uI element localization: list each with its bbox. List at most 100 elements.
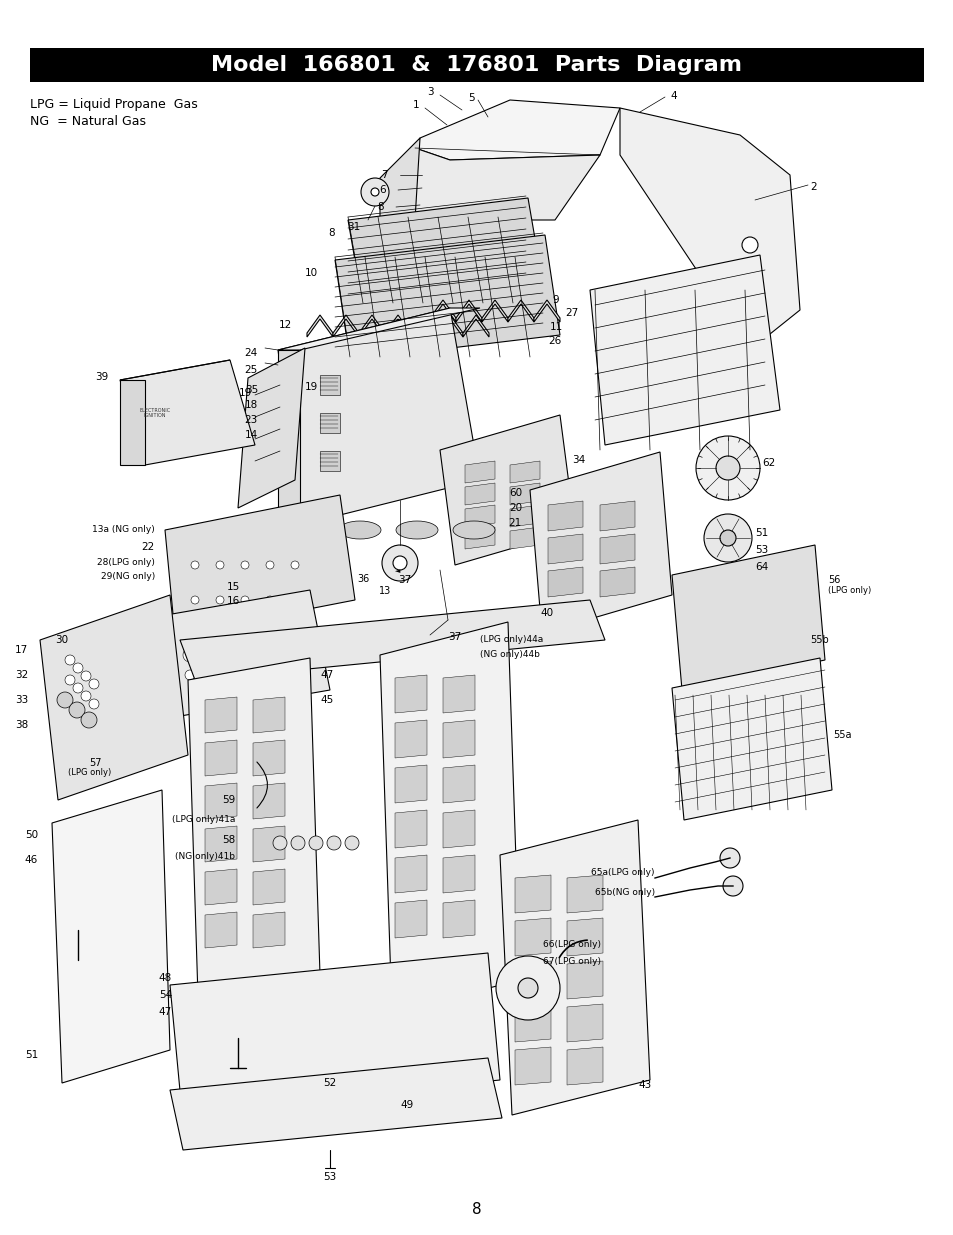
Polygon shape: [40, 595, 188, 800]
Polygon shape: [547, 567, 582, 597]
Circle shape: [291, 561, 298, 569]
Polygon shape: [430, 300, 456, 322]
Text: 13a (NG only): 13a (NG only): [92, 525, 154, 534]
Polygon shape: [205, 697, 236, 734]
Text: 49: 49: [399, 1100, 413, 1110]
Circle shape: [393, 556, 407, 571]
Polygon shape: [170, 953, 499, 1112]
Polygon shape: [80, 590, 330, 730]
Polygon shape: [599, 567, 635, 597]
Polygon shape: [358, 315, 385, 337]
Text: 66(LPG only): 66(LPG only): [542, 940, 600, 948]
Polygon shape: [589, 254, 780, 445]
Polygon shape: [442, 720, 475, 758]
Polygon shape: [188, 658, 319, 997]
Text: (NG only)44b: (NG only)44b: [479, 650, 539, 659]
Polygon shape: [52, 790, 170, 1083]
Polygon shape: [395, 764, 427, 803]
Text: 5: 5: [468, 93, 475, 103]
Text: 12: 12: [278, 320, 292, 330]
Text: 60: 60: [508, 488, 521, 498]
Text: 65b(NG only): 65b(NG only): [595, 888, 655, 897]
Polygon shape: [442, 900, 475, 939]
Polygon shape: [515, 961, 551, 999]
Circle shape: [371, 188, 378, 196]
Polygon shape: [170, 1058, 501, 1150]
Circle shape: [69, 701, 85, 718]
Circle shape: [274, 680, 285, 690]
Text: 50: 50: [25, 830, 38, 840]
Text: 22: 22: [142, 542, 154, 552]
Polygon shape: [515, 1047, 551, 1086]
Text: 47: 47: [319, 671, 333, 680]
Polygon shape: [395, 720, 427, 758]
Polygon shape: [277, 308, 479, 350]
Polygon shape: [436, 315, 462, 337]
Polygon shape: [411, 315, 436, 337]
Text: 51: 51: [25, 1050, 38, 1060]
Text: 29(NG only): 29(NG only): [101, 572, 154, 580]
Polygon shape: [385, 315, 411, 337]
Text: 19: 19: [238, 388, 252, 398]
Circle shape: [191, 561, 199, 569]
Circle shape: [140, 664, 150, 676]
Circle shape: [266, 561, 274, 569]
Text: 19: 19: [305, 382, 318, 391]
Text: 17: 17: [14, 645, 28, 655]
Text: 62: 62: [761, 458, 775, 468]
Circle shape: [92, 638, 107, 652]
Polygon shape: [566, 961, 602, 999]
Polygon shape: [499, 820, 649, 1115]
Polygon shape: [547, 501, 582, 531]
Polygon shape: [205, 826, 236, 862]
Polygon shape: [534, 300, 559, 322]
Polygon shape: [120, 380, 145, 466]
Polygon shape: [530, 452, 671, 634]
Polygon shape: [510, 461, 539, 483]
Text: 3: 3: [426, 86, 433, 98]
Circle shape: [716, 456, 740, 480]
Polygon shape: [395, 855, 427, 893]
Polygon shape: [253, 783, 285, 819]
Polygon shape: [510, 483, 539, 505]
Circle shape: [57, 692, 73, 708]
Text: Model  166801  &  176801  Parts  Diagram: Model 166801 & 176801 Parts Diagram: [212, 56, 741, 75]
Polygon shape: [599, 534, 635, 564]
Polygon shape: [515, 918, 551, 956]
Circle shape: [138, 643, 152, 657]
Polygon shape: [464, 461, 495, 483]
Polygon shape: [307, 315, 333, 337]
Text: 33: 33: [14, 695, 28, 705]
Circle shape: [720, 848, 740, 868]
Polygon shape: [599, 501, 635, 531]
Circle shape: [291, 597, 298, 604]
Polygon shape: [619, 107, 800, 350]
Text: 54: 54: [158, 990, 172, 1000]
Polygon shape: [515, 876, 551, 913]
Text: 56: 56: [827, 576, 840, 585]
Text: 37: 37: [397, 576, 411, 585]
Circle shape: [381, 545, 417, 580]
Text: 64: 64: [754, 562, 767, 572]
Polygon shape: [319, 375, 339, 395]
Ellipse shape: [453, 521, 495, 538]
Polygon shape: [277, 350, 299, 525]
Circle shape: [722, 876, 742, 897]
Circle shape: [360, 178, 389, 206]
Text: 53: 53: [323, 1172, 336, 1182]
Circle shape: [185, 671, 194, 680]
Polygon shape: [205, 783, 236, 819]
Text: ELECTRONIC
IGNITION: ELECTRONIC IGNITION: [139, 408, 171, 419]
Circle shape: [191, 597, 199, 604]
Circle shape: [291, 836, 305, 850]
Polygon shape: [442, 764, 475, 803]
Polygon shape: [566, 918, 602, 956]
Text: 8: 8: [472, 1203, 481, 1218]
Text: 31: 31: [347, 222, 360, 232]
Polygon shape: [379, 138, 419, 225]
Polygon shape: [566, 876, 602, 913]
Text: 24: 24: [245, 348, 257, 358]
Text: 40: 40: [539, 608, 553, 618]
Text: 10: 10: [305, 268, 317, 278]
Polygon shape: [464, 505, 495, 527]
